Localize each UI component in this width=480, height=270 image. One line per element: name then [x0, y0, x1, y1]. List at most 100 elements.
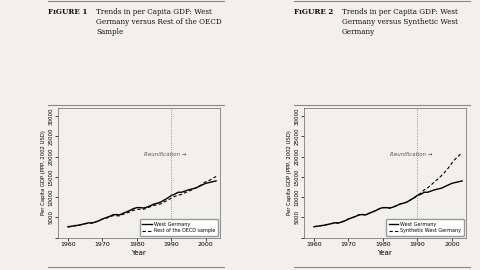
Synthetic West Germany [428, 183, 434, 187]
Synthetic West Germany [363, 213, 369, 217]
West Germany [137, 206, 143, 209]
West Germany [349, 216, 355, 219]
Rest of the OECD sample [186, 190, 192, 193]
Rest of the OECD sample [196, 185, 202, 188]
Synthetic West Germany [435, 177, 441, 180]
Synthetic West Germany [415, 194, 420, 197]
West Germany [213, 179, 219, 183]
West Germany [69, 225, 74, 228]
West Germany [384, 206, 389, 209]
Rest of the OECD sample [110, 214, 116, 217]
Synthetic West Germany [356, 213, 362, 217]
West Germany [411, 196, 417, 200]
Synthetic West Germany [360, 213, 365, 216]
West Germany [196, 185, 202, 188]
Line: West Germany: West Germany [314, 181, 462, 227]
Synthetic West Germany [459, 151, 465, 154]
West Germany [445, 183, 451, 187]
Synthetic West Germany [401, 201, 407, 205]
Rest of the OECD sample [189, 188, 195, 191]
West Germany [89, 221, 95, 225]
Synthetic West Germany [432, 180, 437, 183]
Synthetic West Germany [366, 212, 372, 215]
Synthetic West Germany [421, 188, 427, 191]
West Germany [134, 206, 140, 209]
West Germany [397, 202, 403, 206]
Synthetic West Germany [349, 216, 355, 219]
West Germany [186, 188, 192, 191]
West Germany [165, 196, 171, 200]
West Germany [148, 204, 154, 207]
West Germany [127, 209, 133, 212]
Synthetic West Germany [404, 200, 410, 204]
Synthetic West Germany [314, 225, 320, 228]
West Germany [182, 190, 188, 193]
Rest of the OECD sample [168, 197, 174, 200]
West Germany [168, 194, 174, 197]
West Germany [124, 210, 130, 214]
Synthetic West Germany [439, 174, 444, 177]
West Germany [155, 201, 160, 205]
West Germany [401, 201, 407, 205]
West Germany [418, 193, 424, 196]
Rest of the OECD sample [182, 191, 188, 194]
West Germany [363, 213, 369, 217]
Y-axis label: Per Capita GDP (PPP, 2002 USD): Per Capita GDP (PPP, 2002 USD) [287, 130, 292, 215]
Synthetic West Germany [387, 206, 393, 210]
West Germany [408, 198, 413, 201]
West Germany [199, 183, 205, 187]
Legend: West Germany, Synthetic West Germany: West Germany, Synthetic West Germany [386, 219, 464, 236]
West Germany [75, 224, 81, 227]
Synthetic West Germany [318, 224, 324, 227]
West Germany [415, 194, 420, 197]
Rest of the OECD sample [141, 208, 146, 211]
Legend: West Germany, Rest of the OECD sample: West Germany, Rest of the OECD sample [140, 219, 217, 236]
West Germany [435, 187, 441, 191]
West Germany [390, 205, 396, 209]
Rest of the OECD sample [127, 210, 133, 214]
Rest of the OECD sample [144, 206, 150, 210]
Rest of the OECD sample [206, 179, 212, 182]
Rest of the OECD sample [69, 225, 74, 228]
Synthetic West Germany [408, 198, 413, 201]
West Germany [325, 223, 331, 226]
West Germany [206, 181, 212, 184]
Synthetic West Germany [411, 196, 417, 200]
West Germany [141, 206, 146, 210]
West Germany [82, 222, 88, 225]
Synthetic West Germany [339, 220, 345, 224]
West Germany [346, 217, 351, 221]
West Germany [394, 204, 399, 207]
Rest of the OECD sample [161, 200, 167, 203]
Rest of the OECD sample [158, 202, 164, 205]
West Germany [332, 221, 337, 224]
Rest of the OECD sample [175, 193, 181, 197]
Synthetic West Germany [449, 161, 455, 165]
West Germany [370, 210, 375, 214]
Synthetic West Germany [452, 157, 458, 161]
West Germany [387, 206, 393, 210]
Rest of the OECD sample [148, 205, 154, 208]
Rest of the OECD sample [99, 218, 105, 221]
West Germany [314, 225, 320, 228]
Rest of the OECD sample [113, 214, 119, 217]
West Germany [425, 191, 431, 194]
Synthetic West Germany [332, 221, 337, 224]
Synthetic West Germany [445, 166, 451, 170]
West Germany [328, 222, 334, 225]
Line: Rest of the OECD sample: Rest of the OECD sample [68, 177, 216, 227]
Synthetic West Germany [373, 209, 379, 212]
West Germany [99, 217, 105, 221]
West Germany [352, 215, 358, 218]
Synthetic West Germany [390, 205, 396, 209]
West Germany [404, 200, 410, 204]
West Germany [93, 220, 98, 224]
West Germany [459, 179, 465, 183]
Synthetic West Germany [442, 170, 448, 174]
Synthetic West Germany [377, 207, 383, 210]
Rest of the OECD sample [117, 214, 122, 218]
Synthetic West Germany [397, 202, 403, 206]
Rest of the OECD sample [172, 195, 178, 198]
West Germany [360, 213, 365, 216]
Rest of the OECD sample [72, 224, 78, 227]
